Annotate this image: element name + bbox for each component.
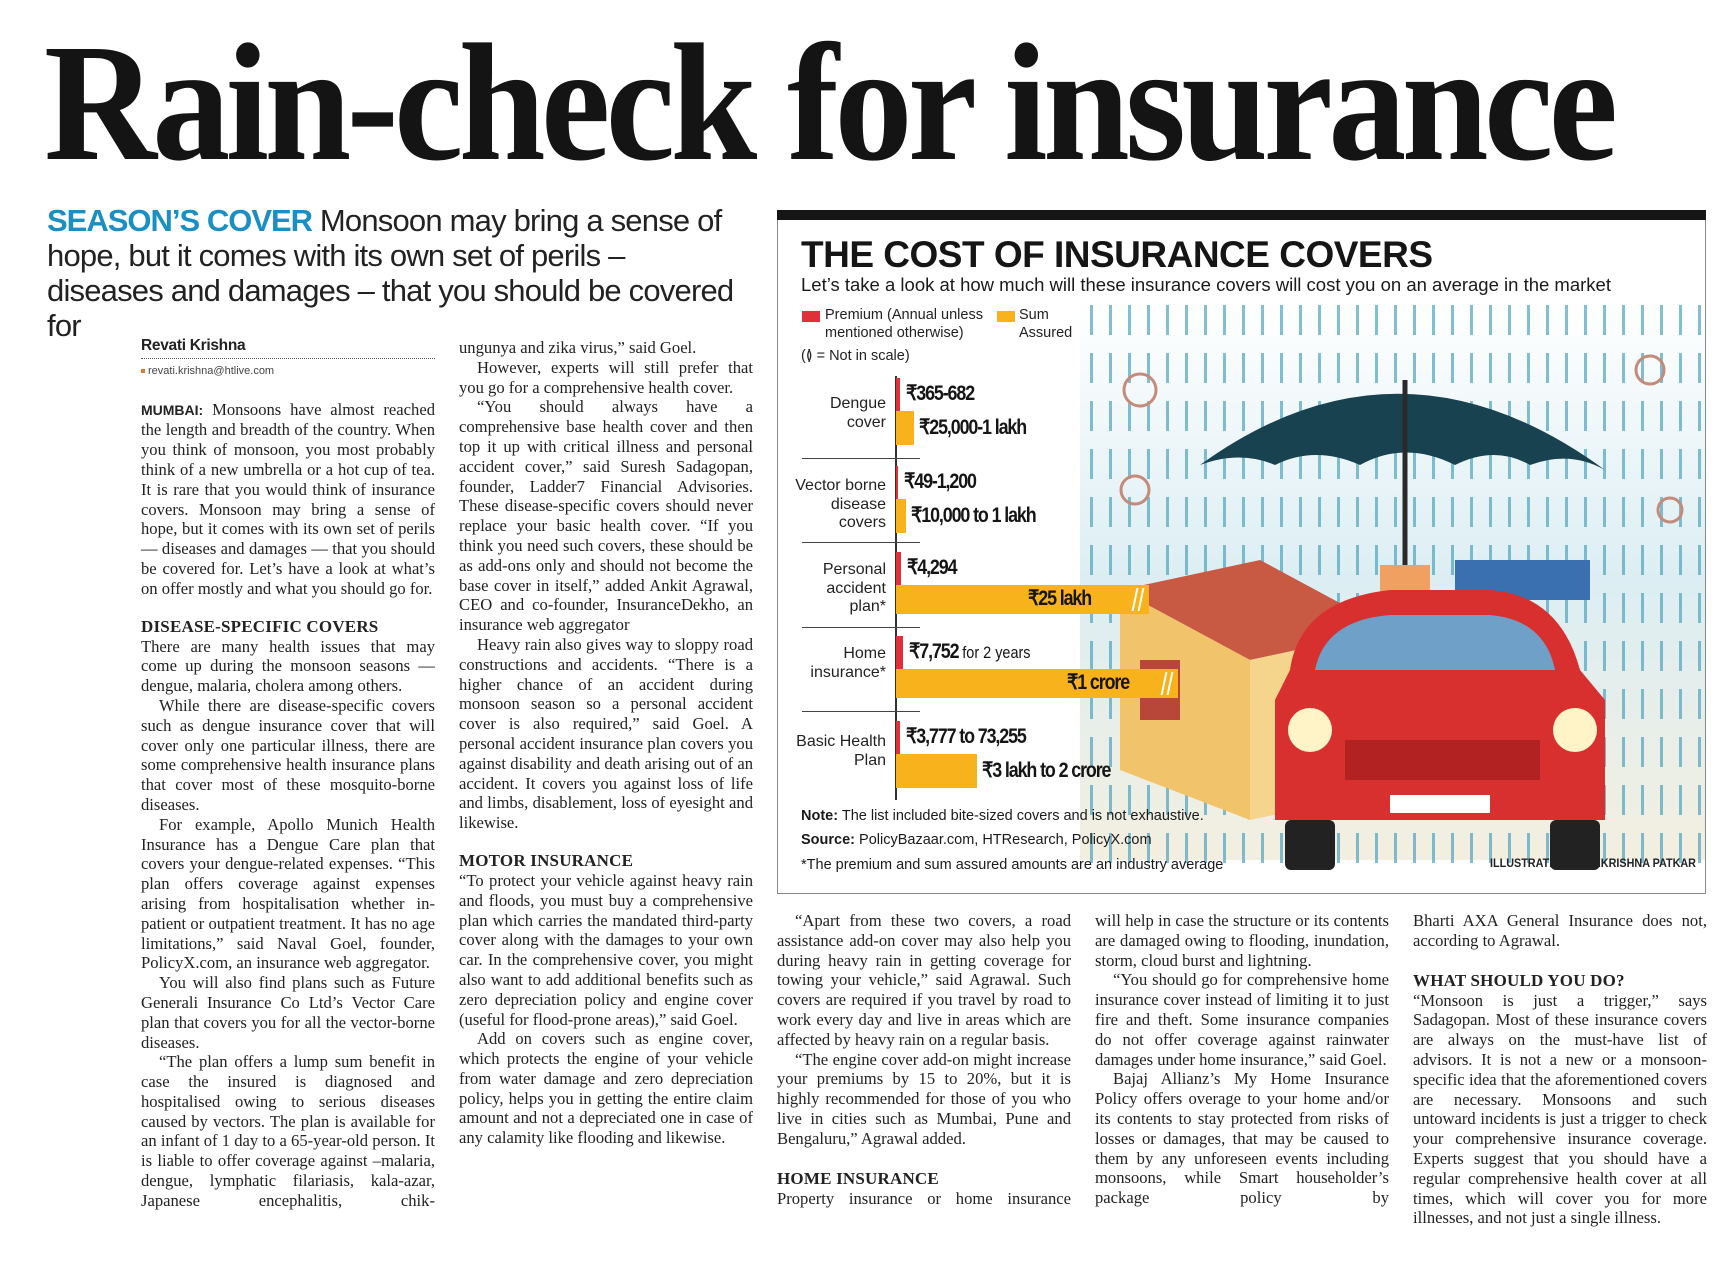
- category-label-display: Personal accident plan*: [822, 561, 886, 615]
- column-3: “Apart from these two covers, a road ass…: [777, 911, 1071, 1208]
- premium-label: ₹4,294: [907, 556, 958, 579]
- row-separator: [802, 711, 920, 712]
- sum-assured-bar: [896, 499, 906, 533]
- lead-text: Monsoons have almost reached the length …: [141, 399, 435, 598]
- paragraph: will help in case the structure or its c…: [1095, 911, 1389, 970]
- premium-bar: [896, 636, 903, 669]
- note-label: Note:: [801, 808, 839, 824]
- paragraph: You will also find plans such as Future …: [141, 973, 435, 1052]
- paragraph: Heavy rain also gives way to sloppy road…: [459, 634, 753, 833]
- infographic-top-rule: [777, 210, 1706, 220]
- lead-paragraph: MUMBAI: Monsoons have almost reached the…: [141, 400, 435, 599]
- premium-label: ₹3,777 to 73,255: [906, 725, 1027, 748]
- paragraph: “The engine cover add-on might increase …: [777, 1049, 1071, 1148]
- paragraph: For example, Apollo Munich Health Insura…: [141, 814, 435, 973]
- premium-bar: [896, 721, 900, 754]
- email-link[interactable]: revati.krishna@htlive.com: [148, 364, 275, 377]
- row-separator: [802, 627, 920, 628]
- premium-bar: [896, 552, 901, 585]
- sum-assured-label: ₹1 crore: [1067, 671, 1130, 694]
- paragraph: While there are disease-specific covers …: [141, 695, 435, 814]
- category-label-display: Basic Health Plan: [796, 733, 886, 769]
- premium-bar: [896, 466, 898, 499]
- chart-note: Note: The list included bite-sized cover…: [801, 808, 1204, 824]
- paragraph: Bajaj Allianz’s My Home Insurance Policy…: [1095, 1069, 1389, 1208]
- category-label-display: Home insurance*: [810, 645, 886, 681]
- paragraph: There are many health issues that may co…: [141, 636, 435, 696]
- paragraph: However, experts will still prefer that …: [459, 357, 753, 397]
- premium-bar: [896, 378, 900, 411]
- sum-assured-bar: [896, 585, 1149, 614]
- dateline: MUMBAI:: [141, 401, 204, 418]
- sum-assured-bar: [896, 411, 914, 445]
- legend-sum-swatch: [997, 311, 1015, 322]
- bullet-icon: [141, 368, 145, 373]
- chart-axis: [895, 376, 897, 800]
- note-text: The list included bite-sized covers and …: [841, 808, 1204, 824]
- sum-assured-label: ₹10,000 to 1 lakh: [911, 504, 1037, 527]
- car-icon: [1275, 590, 1605, 870]
- section-heading: DISEASE-SPECIFIC COVERS: [141, 616, 379, 636]
- sum-assured-bar: [896, 754, 977, 788]
- byline-email[interactable]: revati.krishna@htlive.com: [141, 362, 435, 382]
- headline: Rain-check for insurance: [44, 10, 1618, 196]
- section-heading: MOTOR INSURANCE: [459, 850, 634, 870]
- row-separator: [802, 542, 920, 543]
- column-1: Revati Krishna revati.krishna@htlive.com…: [141, 336, 435, 1211]
- deck: SEASON’S COVER Monsoon may bring a sense…: [47, 203, 737, 343]
- column-2: ungunya and zika virus,” said Goel. Howe…: [459, 338, 753, 1148]
- paragraph: Bharti AXA General Insurance does not, a…: [1413, 911, 1707, 950]
- sum-assured-label: ₹25,000-1 lakh: [919, 416, 1027, 439]
- illustration-credit: ILLUSTRATION: SHRIKRISHNA PATKAR: [1490, 856, 1696, 870]
- infographic-subtitle: Let’s take a look at how much will these…: [801, 274, 1611, 295]
- premium-label: ₹49-1,200: [904, 470, 977, 493]
- category-label-display: Dengue cover: [829, 395, 886, 431]
- paragraph: Property insurance or home insurance: [777, 1188, 1071, 1208]
- legend-sum-label: Sum Assured: [1019, 307, 1073, 341]
- chart-source: Source: PolicyBazaar.com, HTResearch, Po…: [801, 832, 1152, 848]
- section-heading: HOME INSURANCE: [777, 1168, 939, 1188]
- chart-footnote: *The premium and sum assured amounts are…: [801, 857, 1224, 873]
- deck-text: Monsoon may bring a sense of hope, but i…: [47, 203, 734, 343]
- infographic-box: [777, 210, 1706, 894]
- section-heading: WHAT SHOULD YOU DO?: [1413, 970, 1625, 990]
- sum-assured-bar: [896, 669, 1178, 698]
- deck-kicker: SEASON’S COVER: [47, 203, 313, 238]
- sum-assured-label: ₹25 lakh: [1028, 587, 1092, 610]
- legend-premium-label: Premium (Annual unless mentioned otherwi…: [825, 307, 983, 341]
- column-5: Bharti AXA General Insurance does not, a…: [1413, 911, 1707, 1228]
- premium-label: ₹7,752 for 2 years: [909, 640, 1031, 663]
- byline-name: Revati Krishna: [141, 336, 435, 359]
- paragraph: “You should go for comprehensive home in…: [1095, 970, 1389, 1069]
- paragraph: ungunya and zika virus,” said Goel.: [459, 338, 697, 357]
- scale-note: (≬ = Not in scale): [801, 348, 910, 364]
- paragraph: “The plan offers a lump sum benefit in c…: [141, 1052, 435, 1210]
- infographic-title: THE COST OF INSURANCE COVERS: [801, 234, 1433, 275]
- paragraph: “To protect your vehicle against heavy r…: [459, 870, 753, 1029]
- row-separator: [802, 458, 920, 459]
- paragraph: “Monsoon is just a trigger,” says Sadago…: [1413, 990, 1707, 1228]
- paragraph: Add on covers such as engine cover, whic…: [459, 1029, 753, 1148]
- paragraph: “Apart from these two covers, a road ass…: [777, 911, 1071, 1049]
- paragraph: “You should always have a comprehensive …: [459, 397, 753, 635]
- legend-premium-swatch: [802, 311, 820, 322]
- premium-label: ₹365-682: [906, 382, 975, 405]
- category-label-display: Vector borne disease covers: [795, 477, 886, 531]
- illustration: [1080, 300, 1705, 870]
- column-4: will help in case the structure or its c…: [1095, 911, 1389, 1208]
- source-label: Source:: [801, 832, 855, 848]
- source-text: PolicyBazaar.com, HTResearch, PolicyX.co…: [859, 832, 1152, 848]
- sum-assured-label: ₹3 lakh to 2 crore: [982, 759, 1111, 782]
